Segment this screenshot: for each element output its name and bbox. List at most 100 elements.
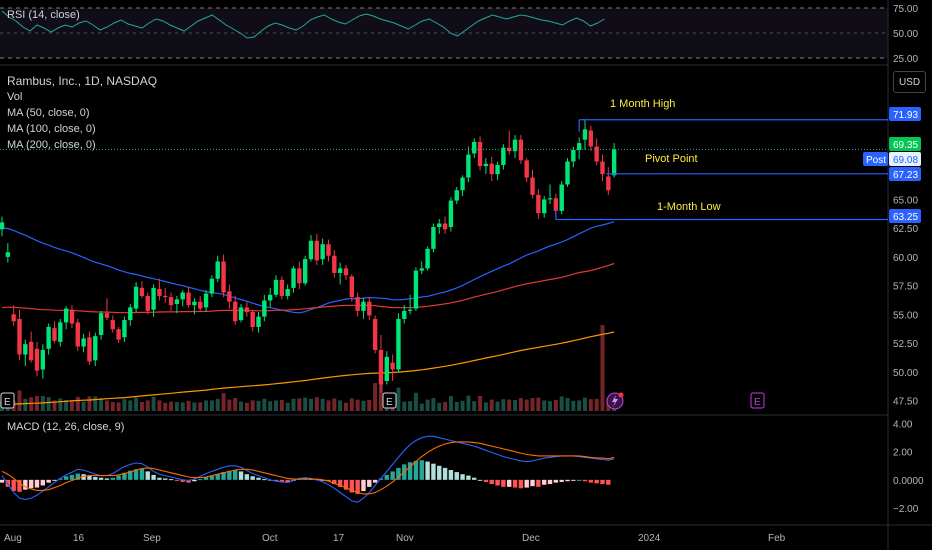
volume-bar — [396, 387, 401, 411]
volume-bar — [250, 400, 255, 411]
price-axis-label: 62.50 — [893, 224, 918, 235]
time-axis[interactable]: Aug 16 Sep Oct 17 Nov Dec 2024 Feb — [4, 533, 786, 544]
candle-body — [133, 286, 139, 309]
macd-histogram-bar — [326, 479, 331, 482]
earnings-marker[interactable] — [0, 392, 15, 409]
volume-bar — [553, 400, 558, 411]
rsi-axis-label: 25.00 — [893, 54, 918, 65]
macd-histogram-bar — [244, 474, 250, 480]
macd-axis-label: 4.00 — [893, 420, 913, 431]
macd-histogram-bar — [466, 475, 471, 480]
candle-body — [256, 316, 261, 327]
candle-body — [163, 295, 168, 298]
candle-body — [297, 268, 302, 284]
volume-bar — [338, 400, 343, 411]
volume-bar — [320, 398, 325, 411]
volume-bar — [378, 383, 383, 411]
candle-body — [308, 240, 314, 260]
candle-body — [302, 259, 308, 284]
volume-bar — [402, 401, 407, 411]
macd-histogram-bar — [198, 479, 203, 481]
volume-bar — [139, 402, 144, 411]
candle-body — [98, 313, 104, 336]
candle-body — [402, 310, 407, 319]
earnings-markers[interactable]: E E E — [0, 392, 765, 410]
macd-axis[interactable]: 4.00 2.00 0.0000 −2.00 — [893, 420, 924, 515]
rsi-line — [1, 10, 605, 39]
currency-button[interactable]: USD — [893, 71, 926, 93]
earnings-marker[interactable] — [382, 392, 397, 409]
time-axis-label: Nov — [396, 533, 414, 544]
candle-body — [11, 314, 16, 322]
candle-body — [174, 299, 180, 304]
macd-histogram-bar — [145, 471, 150, 480]
macd-histogram-bar — [285, 479, 290, 483]
candle-body — [495, 164, 500, 175]
candle-body — [238, 307, 244, 321]
candlestick-series[interactable] — [0, 120, 617, 393]
volume-bar — [431, 398, 436, 411]
candle-body — [285, 289, 290, 296]
ma100-legend[interactable]: MA (100, close, 0) — [7, 123, 96, 135]
volume-bar — [145, 400, 150, 411]
candle-body — [28, 341, 34, 361]
macd-histogram-bar — [52, 479, 57, 481]
chart-title[interactable]: Rambus, Inc., 1D, NASDAQ — [7, 74, 158, 88]
macd-axis-label: −2.00 — [893, 504, 919, 515]
macd-legend[interactable]: MACD (12, 26, close, 9) — [7, 421, 125, 433]
candle-body — [372, 318, 378, 350]
macd-histogram-bar — [407, 462, 413, 480]
candle-body — [553, 198, 559, 211]
macd-histogram-bar — [565, 479, 570, 482]
macd-histogram-bar — [221, 472, 226, 480]
volume-bar — [507, 399, 512, 411]
macd-line — [1, 435, 615, 503]
volume-bar — [227, 399, 232, 411]
candle-body — [203, 293, 209, 308]
candle-body — [87, 337, 92, 362]
candle-body — [594, 146, 599, 162]
macd-histogram-bar — [81, 474, 86, 480]
volume-bar — [209, 400, 214, 411]
candle-body — [17, 318, 22, 355]
candle-body — [320, 244, 325, 260]
macd-histogram-bar — [337, 479, 343, 487]
volume-bar — [413, 392, 418, 411]
volume-bar — [542, 400, 547, 411]
macd-histogram-bar — [192, 479, 197, 482]
candle-body — [431, 226, 436, 249]
post-market-badge — [889, 152, 921, 166]
volume-bar — [355, 399, 360, 411]
macd-histogram-bar — [69, 474, 75, 480]
volume-bar — [17, 390, 22, 411]
earnings-marker-upcoming[interactable] — [750, 392, 765, 409]
macd-histogram-bar — [157, 477, 162, 480]
candle-body — [116, 329, 121, 340]
price-axis-label: 50.00 — [893, 368, 918, 379]
candle-body — [460, 177, 465, 191]
rsi-axis[interactable]: 75.00 50.00 25.00 — [893, 4, 918, 65]
volume-bar — [524, 399, 529, 411]
macd-histogram-bar — [472, 477, 477, 480]
post-market-badge-text: 69.08 — [893, 155, 918, 166]
macd-histogram-bar — [442, 467, 448, 480]
pivot-badge — [889, 167, 921, 181]
macd-histogram-bar — [23, 479, 28, 490]
volume-legend[interactable]: Vol — [7, 91, 23, 103]
macd-histogram-bar — [203, 477, 209, 480]
macd-histogram-bar — [536, 479, 541, 487]
volume-bar — [46, 397, 51, 411]
volume-bar — [69, 400, 74, 411]
candle-body — [75, 322, 80, 347]
ma50-legend[interactable]: MA (50, close, 0) — [7, 107, 90, 119]
macd-histogram-bar — [559, 479, 564, 482]
rsi-axis-label: 75.00 — [893, 4, 918, 15]
volume-bar — [134, 397, 139, 411]
macd-histogram-bar — [58, 478, 63, 480]
lightning-bolt-icon — [612, 395, 618, 407]
candle-body — [565, 161, 570, 185]
rsi-legend[interactable]: RSI (14, close) — [7, 9, 80, 21]
ma200-legend[interactable]: MA (200, close, 0) — [7, 139, 96, 151]
candle-body — [588, 130, 594, 147]
